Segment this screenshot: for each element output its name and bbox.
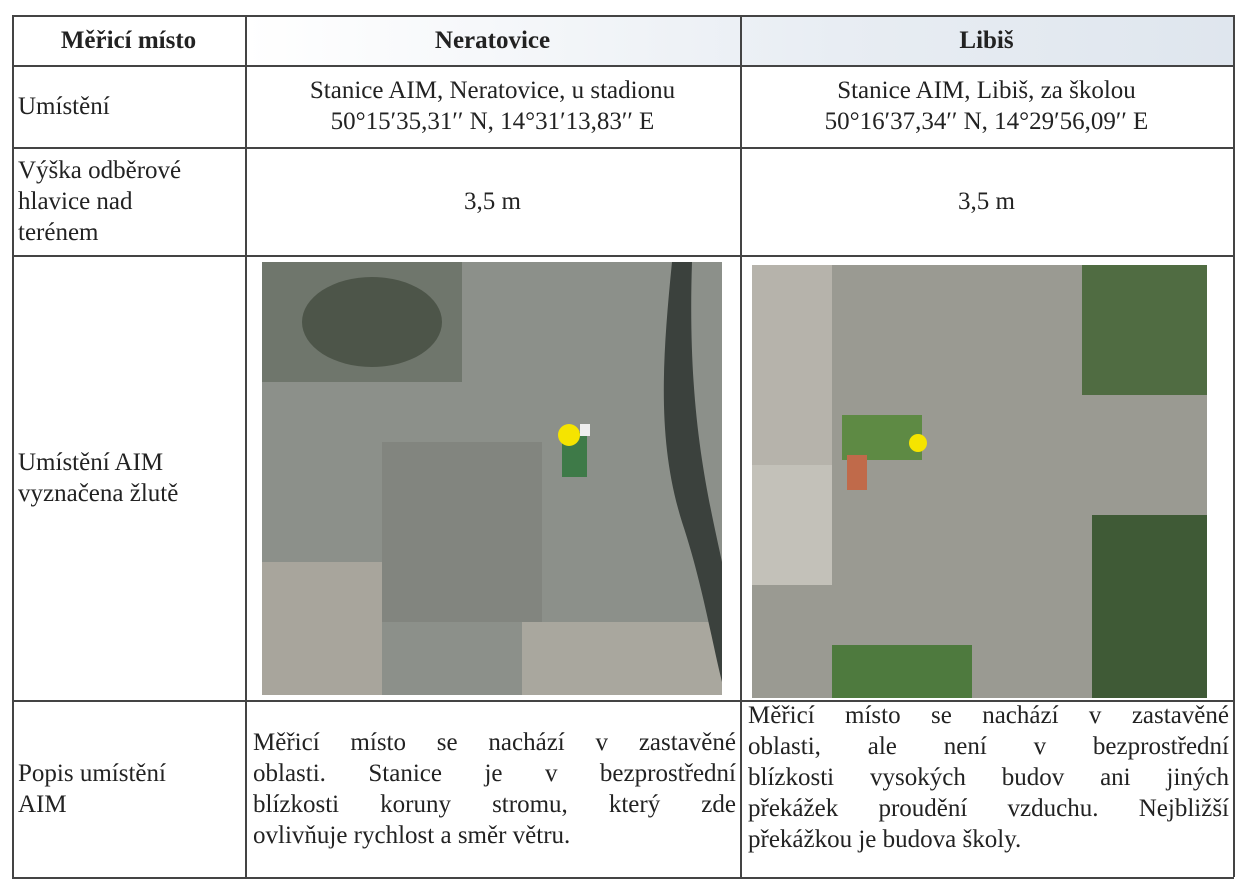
aerial-photo-neratovice [262,262,722,695]
cell-text: 50°16′37,34′′ N, 14°29′56,09′′ E [825,106,1149,137]
cell-text: Umístění AIM [18,447,239,478]
cell-text: ovlivňuje rychlost a směr větru. [253,820,736,851]
cell-text: oblasti. Stanice je v bezprostřední [253,758,736,789]
column-border [1233,15,1235,877]
cell-text: Stanice AIM, Libiš, za školou [837,75,1136,106]
cell-text: AIM [18,789,239,820]
cell-text: blízkosti koruny stromu, který zde [253,789,736,820]
cell-text: 3,5 m [958,186,1015,217]
cell-text: Měřicí místo se nachází v zastavěné [748,700,1229,731]
cell-text: 50°15′35,31′′ N, 14°31′13,83′′ E [331,106,655,137]
cell-text: blízkosti vysokých budov ani jiných [748,762,1229,793]
table-cell: 3,5 m [740,147,1233,255]
table-cell: 3,5 m [245,147,740,255]
cell-text: Stanice AIM, Neratovice, u stadionu [310,75,675,106]
header-cell: Neratovice [245,15,740,65]
cell-text: 3,5 m [464,186,521,217]
aerial-photo-libis [752,265,1207,698]
cell-text: Výška odběrové [18,155,239,186]
cell-text: překážkou je budova školy. [748,824,1229,855]
cell-text: oblasti, ale není v bezprostřední [748,731,1229,762]
cell-text: překážek proudění vzduchu. Nejbližší [748,793,1229,824]
cell-text: vyznačena žlutě [18,478,239,509]
header-cell: Měřicí místo [12,15,245,65]
cell-text: Měřicí místo se nachází v zastavěné [253,727,736,758]
cell-text: terénem [18,217,239,248]
cell-text: Popis umístění [18,758,239,789]
table-cell: Umístění [12,65,245,147]
page: Měřicí místoNeratoviceLibišUmístěníStani… [0,0,1235,881]
cell-text: hlavice nad [18,186,239,217]
cell-text: Umístění [18,91,239,122]
row-border [12,877,1234,879]
header-cell: Libiš [740,15,1233,65]
